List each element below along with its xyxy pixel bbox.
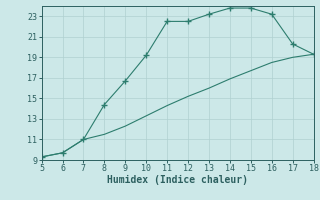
X-axis label: Humidex (Indice chaleur): Humidex (Indice chaleur) (107, 175, 248, 185)
